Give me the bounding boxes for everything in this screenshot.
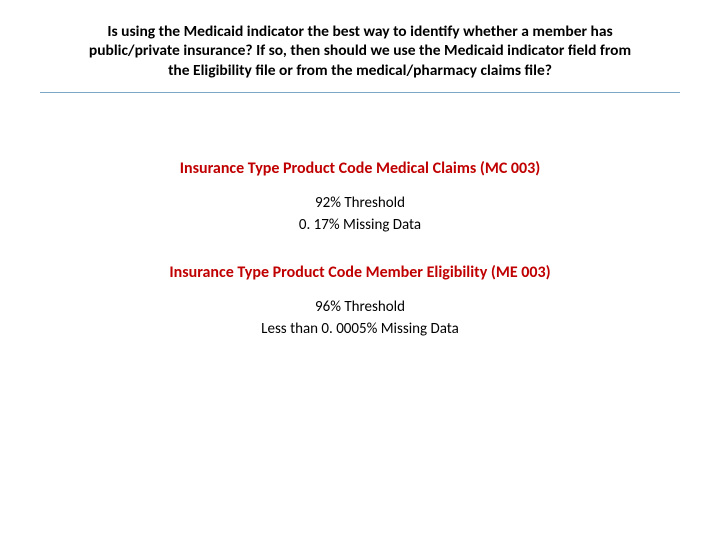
section-title-2: Insurance Type Product Code Member Eligi… xyxy=(40,263,680,282)
title-line-3: the Eligibility file or from the medical… xyxy=(48,61,672,80)
stat-2b: Less than 0. 0005% Missing Data xyxy=(40,320,680,340)
stat-1a: 92% Threshold xyxy=(40,194,680,214)
slide-container: Is using the Medicaid indicator the best… xyxy=(0,0,720,540)
title-line-1: Is using the Medicaid indicator the best… xyxy=(48,22,672,41)
section-gap xyxy=(40,237,680,263)
content-area: Insurance Type Product Code Medical Clai… xyxy=(40,93,680,339)
stat-1b: 0. 17% Missing Data xyxy=(40,216,680,236)
title-line-2: public/private insurance? If so, then sh… xyxy=(48,41,672,60)
section-title-1: Insurance Type Product Code Medical Clai… xyxy=(40,159,680,178)
slide-title: Is using the Medicaid indicator the best… xyxy=(40,22,680,80)
stat-2a: 96% Threshold xyxy=(40,298,680,318)
